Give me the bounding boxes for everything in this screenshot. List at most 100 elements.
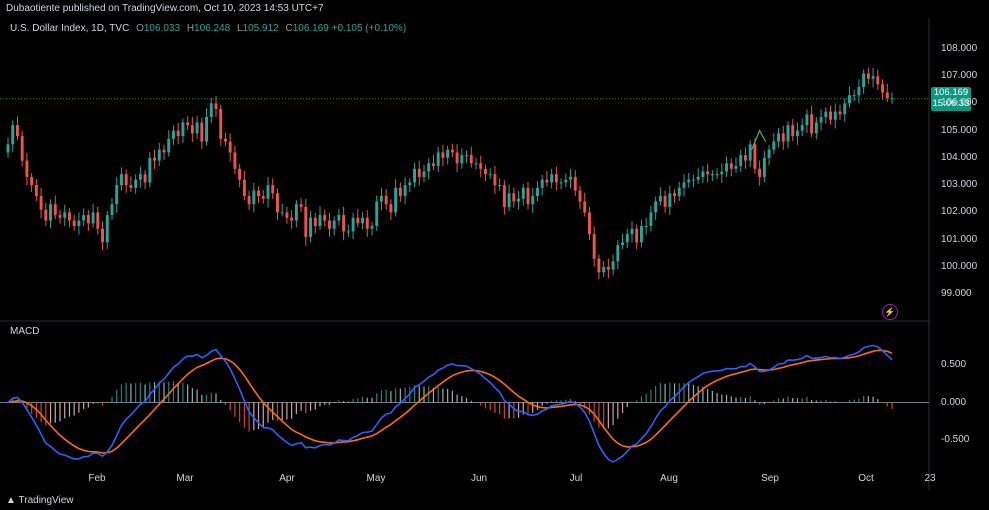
macd-histogram-bar xyxy=(697,386,699,403)
candle-body xyxy=(356,217,360,224)
candle-body xyxy=(299,204,303,207)
candle-body xyxy=(72,220,76,226)
candle-body xyxy=(805,114,809,126)
candle-body xyxy=(517,198,521,202)
macd-histogram-bar xyxy=(87,402,89,408)
price-axis-label: 102.000 xyxy=(941,206,978,218)
candle-body xyxy=(682,182,686,188)
candle-body xyxy=(205,117,209,142)
macd-histogram-bar xyxy=(210,392,212,403)
candle-body xyxy=(460,155,464,164)
candle-body xyxy=(644,225,648,227)
macd-histogram-bar xyxy=(12,399,14,403)
macd-histogram-bar xyxy=(867,396,869,403)
macd-histogram-bar xyxy=(26,402,28,410)
candle-body xyxy=(734,166,738,169)
candle-body xyxy=(332,220,336,229)
candle-body xyxy=(862,73,866,88)
candle-body xyxy=(602,266,606,273)
symbol-label[interactable]: U.S. Dollar Index, 1D, TVC xyxy=(10,23,130,34)
macd-histogram-bar xyxy=(863,395,865,403)
macd-histogram-bar xyxy=(385,389,387,403)
macd-histogram-bar xyxy=(683,383,685,403)
candle-body xyxy=(171,130,175,139)
candle-body xyxy=(597,258,601,273)
macd-histogram-bar xyxy=(645,393,647,403)
macd-histogram-bar xyxy=(688,383,690,403)
macd-histogram-bar xyxy=(291,402,293,419)
candle-body xyxy=(701,171,705,177)
macd-histogram-bar xyxy=(768,402,770,403)
candle-body xyxy=(365,217,369,229)
macd-histogram-bar xyxy=(707,388,709,403)
macd-histogram-bar xyxy=(428,386,430,403)
candle-body xyxy=(49,204,53,221)
candle-body xyxy=(876,76,880,85)
macd-histogram-bar xyxy=(7,402,9,403)
candle-body xyxy=(819,117,823,123)
candle-body xyxy=(427,163,431,172)
candle-body xyxy=(573,176,577,191)
macd-histogram-bar xyxy=(844,401,846,403)
macd-histogram-bar xyxy=(588,402,591,415)
candle-body xyxy=(550,174,554,183)
signal-line xyxy=(7,349,893,454)
candle-body xyxy=(346,231,350,233)
candle-body xyxy=(583,201,587,213)
candle-body xyxy=(843,103,847,115)
candle-body xyxy=(677,187,681,197)
macd-pane-title: MACD xyxy=(10,326,40,337)
macd-histogram-bar xyxy=(796,398,799,403)
macd-histogram-bar xyxy=(598,402,600,428)
candle-body xyxy=(725,163,729,172)
candle-body xyxy=(621,242,625,246)
candle-body xyxy=(129,185,133,188)
macd-histogram-bar xyxy=(872,396,874,403)
candle-body xyxy=(351,217,355,232)
macd-histogram-bar xyxy=(593,402,595,422)
macd-histogram-bar xyxy=(314,402,316,410)
candle-body xyxy=(157,149,161,161)
macd-histogram-bar xyxy=(560,400,562,403)
macd-histogram-bar xyxy=(858,398,860,403)
macd-histogram-bar xyxy=(73,402,75,416)
candle-body xyxy=(795,130,799,137)
candle-body xyxy=(578,190,582,202)
candle-body xyxy=(446,149,450,158)
candle-body xyxy=(639,225,643,243)
time-axis-label: Aug xyxy=(660,473,678,484)
macd-histogram-bar xyxy=(111,396,113,403)
macd-histogram-bar xyxy=(456,394,458,403)
candle-body xyxy=(569,176,573,180)
macd-histogram-bar xyxy=(891,402,893,410)
macd-histogram-bar xyxy=(101,402,104,406)
macd-histogram-bar xyxy=(584,402,586,409)
candle-body xyxy=(649,212,653,226)
macd-histogram-bar xyxy=(234,402,236,417)
candle-body xyxy=(313,217,317,226)
price-axis-label: 108.000 xyxy=(941,42,978,54)
time-axis-label: 23 xyxy=(924,473,936,484)
macd-histogram-bar xyxy=(257,402,260,429)
macd-histogram-bar xyxy=(68,402,71,417)
candle-body xyxy=(6,144,10,153)
macd-histogram-bar xyxy=(744,398,747,403)
candle-body xyxy=(214,103,218,109)
macd-histogram-bar xyxy=(730,396,732,403)
candle-body xyxy=(687,179,691,183)
candle-body xyxy=(115,185,119,205)
time-axis-label: Jun xyxy=(470,473,488,484)
close-value: 106.169 xyxy=(292,23,329,34)
candle-body xyxy=(44,209,48,221)
candle-body xyxy=(176,130,180,137)
candle-body xyxy=(502,185,506,207)
candle-body xyxy=(540,179,544,188)
macd-histogram-bar xyxy=(773,400,775,403)
macd-histogram-bar xyxy=(522,402,524,415)
candle-body xyxy=(398,187,402,197)
lightning-icon[interactable]: ⚡ xyxy=(882,304,898,320)
chart-canvas[interactable] xyxy=(0,0,989,492)
candle-body xyxy=(507,193,511,207)
macd-histogram-bar xyxy=(182,382,184,403)
candle-body xyxy=(559,182,563,184)
